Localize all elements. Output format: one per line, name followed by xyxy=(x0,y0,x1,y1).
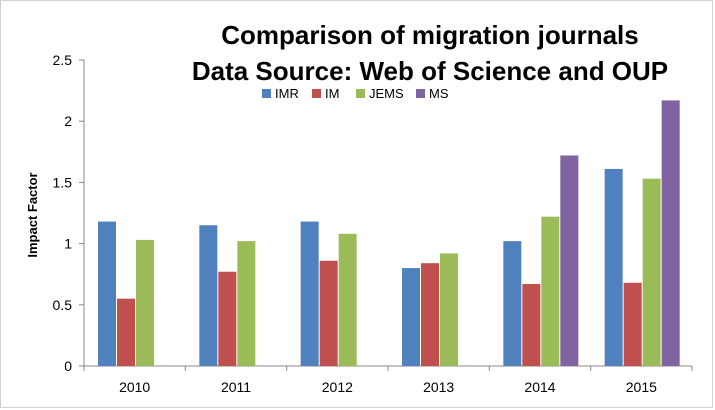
bar-jems-2015 xyxy=(642,178,661,366)
bar-ms-2014 xyxy=(560,155,579,366)
legend-swatch-ms xyxy=(416,89,425,98)
x-tick-label: 2011 xyxy=(221,379,251,395)
bars xyxy=(98,100,680,366)
bar-jems-2012 xyxy=(338,233,357,366)
bar-imr-2012 xyxy=(300,221,319,366)
legend: IMR IM JEMS MS xyxy=(262,86,449,101)
x-tick-label: 2012 xyxy=(322,379,353,395)
y-tick-label: 1 xyxy=(64,236,72,252)
bar-imr-2010 xyxy=(98,221,116,366)
y-tick-label: 1.5 xyxy=(53,174,73,190)
bar-jems-2011 xyxy=(237,241,256,366)
y-tick-label: 0.5 xyxy=(53,297,73,313)
bar-im-2012 xyxy=(319,260,338,366)
bar-im-2013 xyxy=(421,263,439,366)
y-axis-label: Impact Factor xyxy=(25,172,40,257)
bar-im-2010 xyxy=(117,298,135,366)
bar-im-2014 xyxy=(522,283,541,366)
legend-label-ms: MS xyxy=(429,86,449,101)
bar-imr-2011 xyxy=(199,225,218,366)
y-tick-label: 2 xyxy=(64,113,72,129)
y-tick-label: 0 xyxy=(64,358,72,374)
x-tick-label: 2014 xyxy=(524,379,555,395)
bar-im-2015 xyxy=(623,282,642,366)
chart-subtitle: Data Source: Web of Science and OUP xyxy=(191,56,669,86)
axes: 0 0.5 1 1.5 2 2.5 2010 2011 2012 2013 2014 2015 xyxy=(53,52,693,395)
legend-swatch-im xyxy=(312,89,321,98)
bar-imr-2015 xyxy=(604,168,623,366)
x-tick-label: 2015 xyxy=(626,379,657,395)
bar-imr-2014 xyxy=(503,241,522,366)
bar-im-2011 xyxy=(218,271,237,366)
legend-label-imr: IMR xyxy=(275,86,299,101)
legend-label-jems: JEMS xyxy=(369,86,404,101)
legend-swatch-jems xyxy=(356,89,365,98)
bar-jems-2013 xyxy=(440,253,458,366)
x-tick-label: 2013 xyxy=(423,379,454,395)
bar-jems-2014 xyxy=(541,216,560,366)
chart-title: Comparison of migration journals xyxy=(221,20,639,50)
x-tick-label: 2010 xyxy=(119,379,150,395)
bar-imr-2013 xyxy=(402,268,420,366)
bar-ms-2015 xyxy=(661,100,680,366)
y-tick-label: 2.5 xyxy=(53,52,73,68)
bar-jems-2010 xyxy=(136,239,154,366)
legend-label-im: IM xyxy=(325,86,339,101)
legend-swatch-imr xyxy=(262,89,271,98)
